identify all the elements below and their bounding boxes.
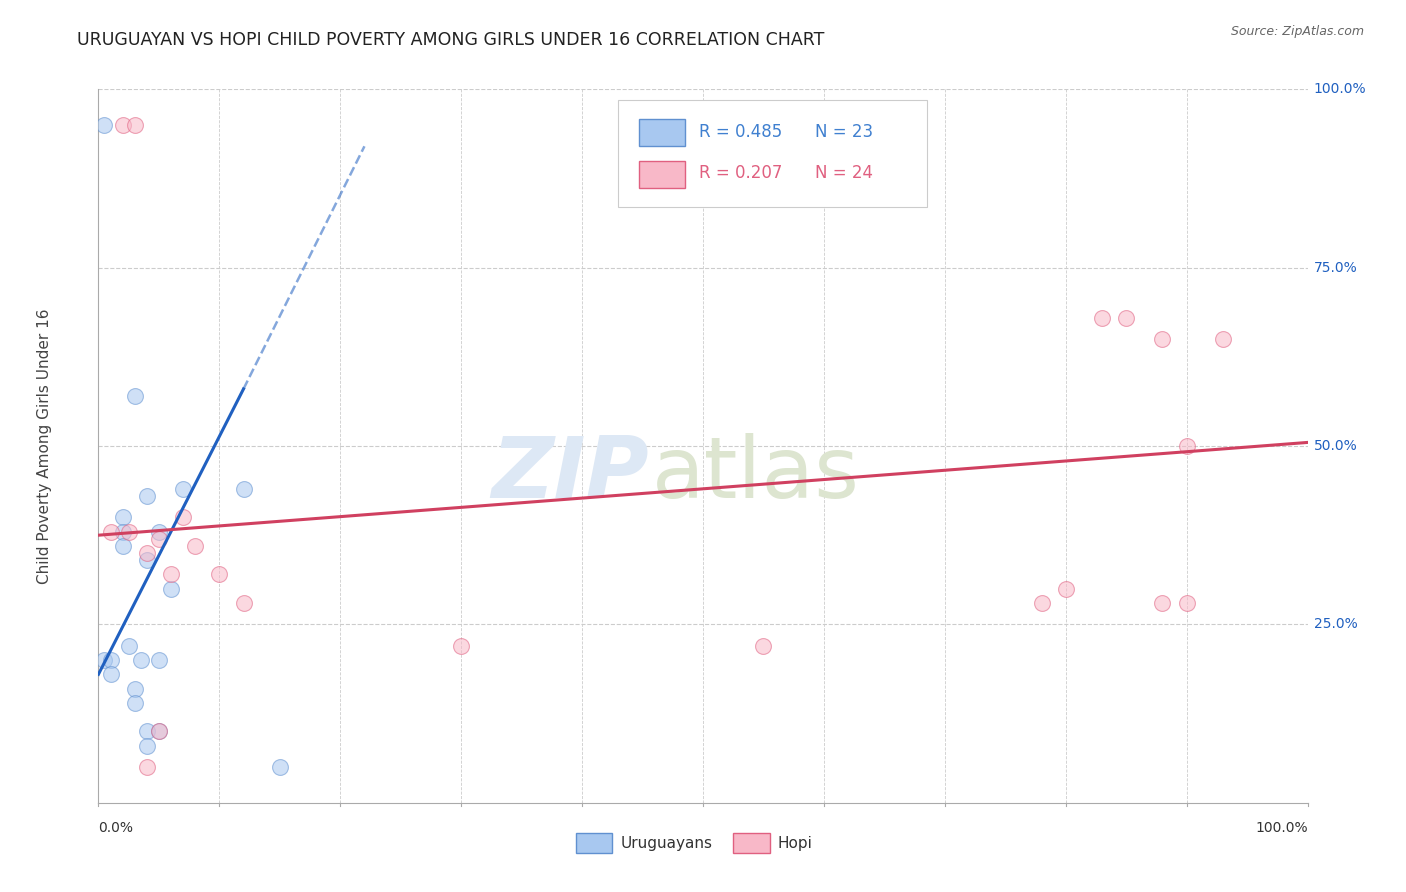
Point	[160, 582, 183, 596]
Text: R = 0.485: R = 0.485	[699, 123, 783, 141]
Text: 75.0%: 75.0%	[1313, 260, 1357, 275]
Point	[184, 539, 207, 553]
Point	[100, 653, 122, 667]
Point	[1152, 332, 1174, 346]
Point	[148, 724, 170, 739]
Point	[124, 389, 146, 403]
Point	[1054, 582, 1077, 596]
Text: N = 23: N = 23	[815, 123, 873, 141]
Point	[148, 653, 170, 667]
Bar	[734, 833, 769, 853]
Point	[148, 524, 170, 539]
Text: ZIP: ZIP	[491, 433, 648, 516]
Bar	[576, 833, 613, 853]
Point	[118, 524, 141, 539]
Text: R = 0.207: R = 0.207	[699, 164, 783, 182]
Text: 0.0%: 0.0%	[98, 821, 134, 835]
Point	[172, 510, 194, 524]
Point	[135, 489, 157, 503]
Point	[1212, 332, 1234, 346]
Point	[135, 739, 157, 753]
Point	[752, 639, 775, 653]
Text: URUGUAYAN VS HOPI CHILD POVERTY AMONG GIRLS UNDER 16 CORRELATION CHART: URUGUAYAN VS HOPI CHILD POVERTY AMONG GI…	[77, 31, 825, 49]
Point	[172, 482, 194, 496]
FancyBboxPatch shape	[619, 100, 927, 207]
Point	[232, 596, 254, 610]
Point	[93, 653, 115, 667]
Text: Uruguayans: Uruguayans	[621, 836, 713, 851]
Point	[111, 118, 134, 132]
Point	[1031, 596, 1053, 610]
Text: Hopi: Hopi	[778, 836, 813, 851]
Point	[450, 639, 472, 653]
Point	[1115, 310, 1137, 325]
Point	[124, 696, 146, 710]
Text: 25.0%: 25.0%	[1313, 617, 1357, 632]
Text: N = 24: N = 24	[815, 164, 873, 182]
Point	[135, 724, 157, 739]
Point	[124, 681, 146, 696]
Point	[232, 482, 254, 496]
Bar	[638, 161, 685, 187]
Point	[118, 639, 141, 653]
Point	[1152, 596, 1174, 610]
Point	[160, 567, 183, 582]
Point	[100, 524, 122, 539]
Text: 100.0%: 100.0%	[1256, 821, 1308, 835]
Point	[1175, 596, 1198, 610]
Point	[100, 667, 122, 681]
Text: 100.0%: 100.0%	[1313, 82, 1367, 96]
Point	[1175, 439, 1198, 453]
Point	[124, 118, 146, 132]
Point	[269, 760, 291, 774]
Point	[129, 653, 152, 667]
Text: Source: ZipAtlas.com: Source: ZipAtlas.com	[1230, 25, 1364, 38]
Text: atlas: atlas	[652, 433, 860, 516]
Bar	[638, 120, 685, 146]
Text: Child Poverty Among Girls Under 16: Child Poverty Among Girls Under 16	[37, 309, 52, 583]
Text: 50.0%: 50.0%	[1313, 439, 1357, 453]
Point	[111, 539, 134, 553]
Point	[148, 724, 170, 739]
Point	[135, 760, 157, 774]
Point	[208, 567, 231, 582]
Point	[1091, 310, 1114, 325]
Point	[135, 553, 157, 567]
Point	[148, 532, 170, 546]
Point	[135, 546, 157, 560]
Point	[93, 118, 115, 132]
Point	[111, 510, 134, 524]
Point	[111, 524, 134, 539]
